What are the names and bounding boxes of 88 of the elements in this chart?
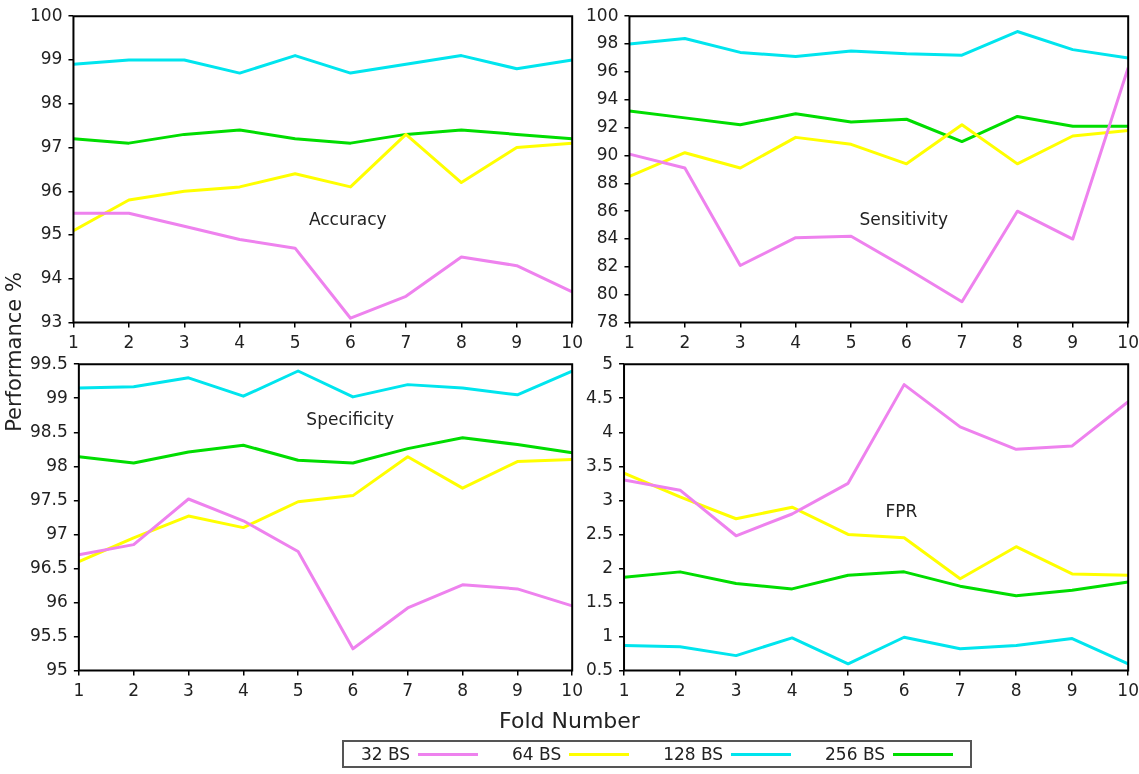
annotation: Specificity bbox=[306, 409, 394, 430]
y-tick-label: 5 bbox=[602, 352, 614, 373]
x-tick-label: 6 bbox=[901, 332, 912, 353]
y-tick-label: 95 bbox=[46, 659, 68, 680]
y-tick-label: 78 bbox=[596, 311, 619, 332]
y-tick-label: 100 bbox=[585, 4, 619, 25]
x-tick-label: 2 bbox=[674, 680, 686, 701]
y-tick-label: 84 bbox=[596, 227, 619, 248]
y-axis-title: Performance % bbox=[2, 271, 26, 434]
y-tick-label: 80 bbox=[596, 283, 619, 304]
y-tick-label: 94 bbox=[40, 267, 63, 288]
x-tick-label: 4 bbox=[234, 332, 246, 353]
x-tick-label: 8 bbox=[1011, 332, 1023, 353]
x-tick-label: 6 bbox=[347, 680, 359, 701]
x-tick-label: 10 bbox=[1117, 332, 1139, 353]
x-tick-label: 3 bbox=[183, 680, 194, 701]
x-tick-label: 6 bbox=[345, 332, 356, 353]
y-tick-label: 93 bbox=[40, 311, 63, 332]
y-tick-label: 0.5 bbox=[585, 659, 614, 680]
x-tick-label: 7 bbox=[400, 332, 412, 353]
x-tick-label: 8 bbox=[455, 332, 467, 353]
x-tick-label: 10 bbox=[561, 680, 583, 701]
x-tick-label: 9 bbox=[1066, 680, 1078, 701]
legend-label: 128 BS bbox=[663, 744, 724, 764]
x-tick-label: 4 bbox=[786, 680, 798, 701]
y-tick-label: 94 bbox=[596, 88, 619, 109]
y-tick-label: 95 bbox=[40, 223, 63, 244]
x-tick-label: 5 bbox=[842, 680, 854, 701]
x-tick-label: 7 bbox=[956, 332, 968, 353]
legend-label: 256 BS bbox=[825, 744, 886, 764]
y-tick-label: 98 bbox=[596, 32, 619, 53]
x-tick-label: 3 bbox=[734, 332, 746, 353]
x-tick-label: 9 bbox=[511, 332, 523, 353]
y-tick-label: 98 bbox=[46, 454, 68, 475]
y-tick-label: 4.5 bbox=[585, 386, 614, 407]
y-tick-label: 97.5 bbox=[29, 488, 68, 509]
y-tick-label: 97 bbox=[40, 135, 63, 156]
y-tick-label: 4 bbox=[602, 420, 614, 441]
y-tick-label: 99.5 bbox=[29, 352, 68, 373]
x-tick-label: 7 bbox=[402, 680, 414, 701]
annotation: FPR bbox=[885, 501, 918, 522]
legend-label: 64 BS bbox=[512, 744, 562, 764]
x-tick-label: 3 bbox=[178, 332, 190, 353]
x-tick-label: 9 bbox=[1067, 332, 1079, 353]
y-tick-label: 3 bbox=[602, 488, 614, 509]
x-tick-label: 2 bbox=[123, 332, 135, 353]
y-tick-label: 96 bbox=[40, 179, 63, 200]
x-tick-label: 10 bbox=[1117, 680, 1139, 701]
y-tick-label: 96 bbox=[596, 60, 619, 81]
y-tick-label: 1 bbox=[602, 624, 614, 645]
legend-label: 32 BS bbox=[360, 744, 411, 764]
x-tick-label: 1 bbox=[624, 332, 635, 353]
y-tick-label: 98 bbox=[40, 92, 63, 113]
annotation: Sensitivity bbox=[859, 208, 949, 229]
y-tick-label: 82 bbox=[596, 255, 619, 276]
x-tick-label: 8 bbox=[1010, 680, 1022, 701]
annotation: Accuracy bbox=[308, 208, 387, 229]
y-tick-label: 97 bbox=[46, 522, 68, 543]
x-axis-title: Fold Number bbox=[498, 708, 641, 733]
x-tick-label: 8 bbox=[457, 680, 468, 701]
x-tick-label: 7 bbox=[954, 680, 966, 701]
y-tick-label: 99 bbox=[40, 48, 63, 69]
x-tick-label: 3 bbox=[730, 680, 742, 701]
y-tick-label: 3.5 bbox=[585, 454, 614, 475]
y-tick-label: 1.5 bbox=[585, 590, 614, 611]
x-tick-label: 5 bbox=[292, 680, 304, 701]
x-tick-label: 9 bbox=[511, 680, 523, 701]
y-tick-label: 100 bbox=[29, 4, 63, 25]
y-tick-label: 90 bbox=[596, 143, 619, 164]
x-tick-label: 5 bbox=[289, 332, 301, 353]
x-tick-label: 10 bbox=[561, 332, 583, 353]
x-tick-label: 5 bbox=[845, 332, 857, 353]
x-tick-label: 1 bbox=[73, 680, 85, 701]
y-tick-label: 96.5 bbox=[29, 556, 68, 577]
y-tick-label: 96 bbox=[46, 590, 68, 611]
x-tick-label: 4 bbox=[237, 680, 249, 701]
y-tick-label: 95.5 bbox=[29, 624, 68, 645]
y-tick-label: 99 bbox=[46, 386, 68, 407]
y-tick-label: 86 bbox=[596, 199, 619, 220]
y-tick-label: 92 bbox=[596, 116, 619, 137]
y-tick-label: 2 bbox=[602, 556, 614, 577]
y-tick-label: 88 bbox=[596, 171, 619, 192]
x-tick-label: 4 bbox=[790, 332, 802, 353]
y-tick-label: 98.5 bbox=[29, 420, 68, 441]
x-tick-label: 2 bbox=[128, 680, 140, 701]
x-tick-label: 6 bbox=[898, 680, 910, 701]
x-tick-label: 2 bbox=[679, 332, 691, 353]
y-tick-label: 2.5 bbox=[585, 522, 614, 543]
